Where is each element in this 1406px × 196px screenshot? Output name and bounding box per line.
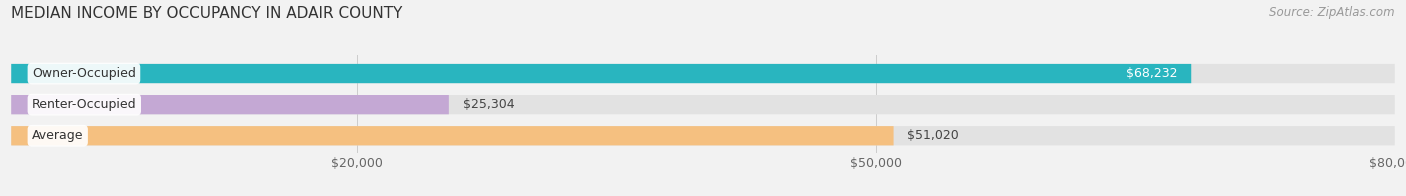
Text: $25,304: $25,304	[463, 98, 515, 111]
Text: $68,232: $68,232	[1126, 67, 1177, 80]
FancyBboxPatch shape	[11, 95, 449, 114]
Text: Source: ZipAtlas.com: Source: ZipAtlas.com	[1270, 6, 1395, 19]
FancyBboxPatch shape	[11, 126, 894, 145]
Text: Average: Average	[32, 129, 83, 142]
FancyBboxPatch shape	[11, 95, 1395, 114]
FancyBboxPatch shape	[11, 126, 1395, 145]
Text: Renter-Occupied: Renter-Occupied	[32, 98, 136, 111]
FancyBboxPatch shape	[11, 64, 1191, 83]
Text: MEDIAN INCOME BY OCCUPANCY IN ADAIR COUNTY: MEDIAN INCOME BY OCCUPANCY IN ADAIR COUN…	[11, 6, 402, 21]
FancyBboxPatch shape	[11, 64, 1395, 83]
Text: Owner-Occupied: Owner-Occupied	[32, 67, 136, 80]
Text: $51,020: $51,020	[907, 129, 959, 142]
